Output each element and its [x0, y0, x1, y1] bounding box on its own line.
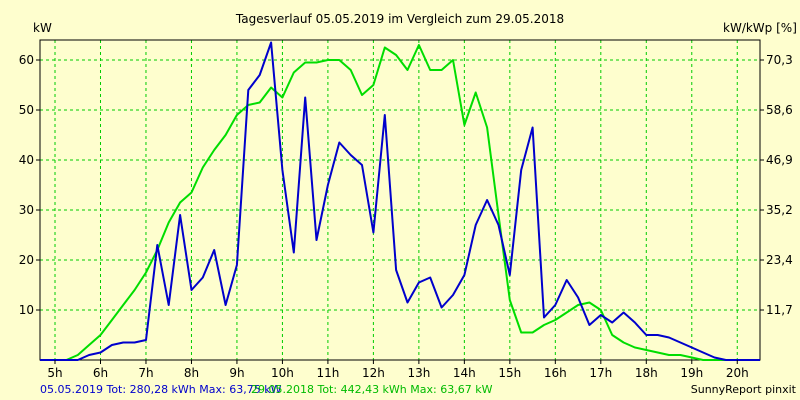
y-tick-label-left: 60	[19, 53, 34, 67]
x-tick-label: 7h	[138, 366, 153, 380]
y-tick-label-left: 20	[19, 253, 34, 267]
x-tick-label: 11h	[316, 366, 339, 380]
y-tick-label-right: 23,4	[766, 253, 793, 267]
x-tick-label: 9h	[229, 366, 244, 380]
plot-frame	[39, 39, 761, 361]
footer-credit: SunnyReport pinxit	[691, 383, 797, 396]
x-tick-label: 17h	[589, 366, 612, 380]
x-tick-label: 15h	[498, 366, 521, 380]
footer-series2-text: 29.05.2018 Tot: 442,43 kWh Max: 63,67 kW	[251, 383, 493, 396]
y-tick-label-left: 40	[19, 153, 34, 167]
x-tick-label: 5h	[47, 366, 62, 380]
y-tick-label-left: 10	[19, 303, 34, 317]
series-layer	[40, 41, 760, 361]
x-tick-label: 12h	[362, 366, 385, 380]
chart-title: Tagesverlauf 05.05.2019 im Vergleich zum…	[235, 12, 564, 26]
footer-series1-text: 05.05.2019 Tot: 280,28 kWh Max: 63,75 kW	[40, 383, 282, 396]
axis-layer: 5h 6h 7h 8h 9h 10h 11h 12h 13h 14h 15h 16h 17h 18h 19h…	[19, 53, 793, 380]
y-axis-label-left: kW	[33, 21, 52, 35]
y-axis-label-right: kW/kWp [%]	[723, 21, 797, 35]
x-tick-label: 13h	[407, 366, 430, 380]
y-tick-label-right: 58,6	[766, 103, 793, 117]
x-tick-label: 6h	[93, 366, 108, 380]
y-tick-label-right: 70,3	[766, 53, 793, 67]
x-tick-label: 8h	[184, 366, 199, 380]
x-tick-label: 18h	[635, 366, 658, 380]
series-line-1	[40, 41, 760, 361]
series-line-2	[40, 44, 760, 361]
y-tick-label-left: 50	[19, 103, 34, 117]
y-tick-label-right: 11,7	[766, 303, 793, 317]
x-tick-label: 19h	[680, 366, 703, 380]
y-tick-label-right: 46,9	[766, 153, 793, 167]
grid-layer	[40, 40, 760, 360]
x-tick-label: 20h	[726, 366, 749, 380]
x-tick-label: 16h	[544, 366, 567, 380]
y-tick-label-right: 35,2	[766, 203, 793, 217]
x-tick-label: 14h	[453, 366, 476, 380]
x-tick-label: 10h	[271, 366, 294, 380]
y-tick-label-left: 30	[19, 203, 34, 217]
